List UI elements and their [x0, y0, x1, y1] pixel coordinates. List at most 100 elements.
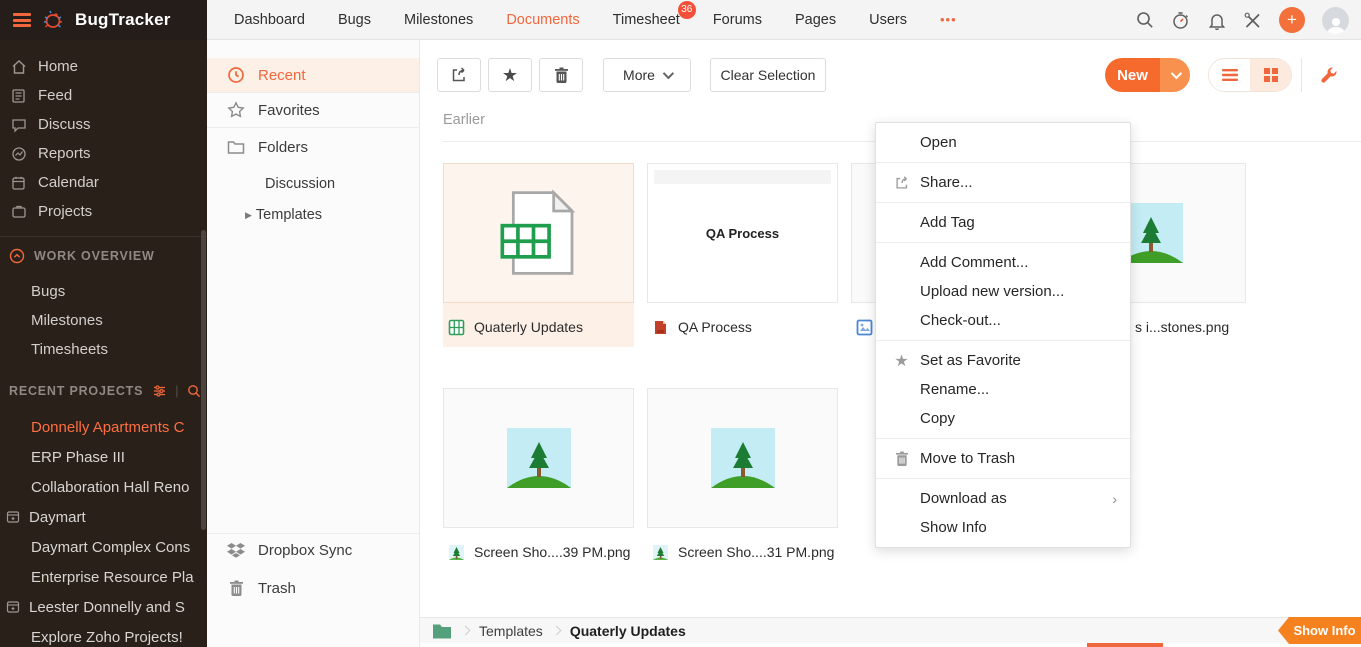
more-dropdown-button[interactable]: More — [603, 58, 691, 92]
tab-milestones[interactable]: Milestones — [404, 11, 474, 28]
show-info-label: Show Info — [1293, 623, 1356, 638]
file-name: Quaterly Updates — [474, 319, 583, 335]
menu-item-check-out[interactable]: Check-out... — [876, 306, 1130, 335]
star-icon: ★ — [501, 64, 519, 85]
project-item-donnelly-apartments[interactable]: Donnelly Apartments C — [0, 412, 207, 442]
more-label: More — [623, 67, 655, 83]
menu-item-download-as[interactable]: Download as › — [876, 484, 1130, 513]
folder-label: Discussion — [265, 176, 336, 192]
file-card-qa-process[interactable]: QA Process QA Process — [647, 163, 838, 339]
sidebar-item-projects[interactable]: Projects — [0, 197, 207, 226]
list-view-button[interactable] — [1209, 59, 1250, 91]
add-new-button[interactable]: + — [1279, 7, 1305, 33]
project-item-daymart[interactable]: Daymart — [0, 502, 207, 532]
file-name: QA Process — [678, 319, 752, 335]
tab-timesheet[interactable]: Timesheet 36 — [613, 0, 696, 28]
docs-nav-trash[interactable]: Trash — [207, 571, 419, 605]
file-caption: s i...stones.png — [1055, 315, 1246, 339]
docs-nav-label: Trash — [258, 579, 296, 597]
share-button[interactable] — [437, 58, 481, 92]
tools-icon[interactable] — [1243, 11, 1262, 30]
docs-nav-folders[interactable]: Folders — [207, 130, 419, 164]
timer-icon[interactable] — [1171, 11, 1190, 30]
notifications-bell-icon[interactable] — [1207, 11, 1226, 30]
folder-item-discussion[interactable]: Discussion — [207, 167, 419, 201]
menu-item-set-as-favorite[interactable]: ★ Set as Favorite — [876, 346, 1130, 375]
menu-item-add-comment[interactable]: Add Comment... — [876, 248, 1130, 277]
project-item-collaboration-hall[interactable]: Collaboration Hall Reno — [0, 472, 207, 502]
menu-item-upload-new-version[interactable]: Upload new version... — [876, 277, 1130, 306]
project-search-icon[interactable] — [187, 384, 201, 398]
menu-label: Open — [920, 134, 957, 151]
spreadsheet-icon — [448, 319, 465, 335]
sidebar-scrollbar[interactable] — [201, 230, 206, 530]
menu-item-rename[interactable]: Rename... — [876, 375, 1130, 404]
section-header: Earlier — [443, 112, 485, 128]
tab-documents[interactable]: Documents — [506, 11, 580, 28]
main-sidebar: Home Feed Discuss Reports Calendar Proje… — [0, 40, 207, 647]
sidebar-item-discuss[interactable]: Discuss — [0, 110, 207, 139]
timesheet-badge: 36 — [677, 0, 696, 19]
tab-pages[interactable]: Pages — [794, 11, 837, 28]
project-item-explore-zoho[interactable]: Explore Zoho Projects! — [0, 622, 207, 647]
search-icon[interactable] — [1135, 11, 1154, 30]
delete-button[interactable] — [539, 58, 583, 92]
project-item-daymart-complex[interactable]: Daymart Complex Cons — [0, 532, 207, 562]
tab-more-ellipsis[interactable]: ••• — [939, 12, 957, 27]
trash-icon — [554, 67, 568, 83]
project-item-leester-donnelly[interactable]: Leester Donnelly and S — [0, 592, 207, 622]
menu-item-show-info[interactable]: Show Info — [876, 513, 1130, 542]
project-type-icon — [5, 509, 21, 526]
sidebar-item-home[interactable]: Home — [0, 52, 207, 81]
tab-dashboard[interactable]: Dashboard — [234, 11, 305, 28]
file-caption: QA Process — [647, 315, 838, 339]
tab-bugs[interactable]: Bugs — [337, 11, 371, 28]
user-avatar[interactable] — [1322, 6, 1349, 34]
document-icon — [655, 320, 666, 334]
new-dropdown-arrow[interactable] — [1160, 58, 1190, 92]
show-info-ribbon-button[interactable]: Show Info — [1278, 617, 1361, 644]
project-label: Explore Zoho Projects! — [31, 628, 183, 646]
menu-label: Copy — [920, 410, 956, 427]
docs-nav-label: Dropbox Sync — [258, 541, 353, 559]
menu-item-share[interactable]: Share... — [876, 168, 1130, 197]
docs-nav-favorites[interactable]: Favorites — [207, 93, 419, 127]
file-context-menu: Open Share... Add Tag Add Comment... Upl… — [875, 122, 1131, 548]
work-item-timesheets[interactable]: Timesheets — [0, 335, 207, 364]
clear-selection-button[interactable]: Clear Selection — [710, 58, 826, 92]
folder-item-templates[interactable]: ▶ Templates — [207, 198, 419, 232]
menu-item-open[interactable]: Open — [876, 128, 1130, 157]
sidebar-item-calendar[interactable]: Calendar — [0, 168, 207, 197]
file-card-screenshot-31pm[interactable]: Screen Sho....31 PM.png — [647, 388, 838, 564]
tab-forums[interactable]: Forums — [712, 11, 762, 28]
menu-item-move-to-trash[interactable]: Move to Trash — [876, 444, 1130, 473]
breadcrumb-folder[interactable]: Templates — [479, 622, 543, 639]
hamburger-menu-icon[interactable] — [13, 13, 31, 27]
collapse-circle-icon — [9, 248, 25, 264]
work-overview-header[interactable]: WORK OVERVIEW — [0, 243, 207, 269]
filter-icon[interactable] — [152, 384, 167, 398]
project-item-erp-phase-iii[interactable]: ERP Phase III — [0, 442, 207, 472]
menu-item-copy[interactable]: Copy — [876, 404, 1130, 433]
work-item-milestones[interactable]: Milestones — [0, 306, 207, 335]
docs-nav-dropbox-sync[interactable]: Dropbox Sync — [207, 533, 419, 567]
settings-wrench-icon[interactable] — [1319, 65, 1339, 85]
trash-icon — [227, 579, 245, 597]
reports-icon — [10, 145, 27, 162]
grid-view-button[interactable] — [1250, 59, 1291, 91]
sidebar-item-reports[interactable]: Reports — [0, 139, 207, 168]
sidebar-item-feed[interactable]: Feed — [0, 81, 207, 110]
app-title: BugTracker — [75, 10, 171, 29]
project-label: Daymart — [29, 508, 86, 526]
menu-item-add-tag[interactable]: Add Tag — [876, 208, 1130, 237]
favorite-button[interactable]: ★ — [488, 58, 532, 92]
project-item-enterprise-resource[interactable]: Enterprise Resource Pla — [0, 562, 207, 592]
tab-users[interactable]: Users — [869, 11, 907, 28]
docs-nav-recent[interactable]: Recent — [207, 58, 419, 92]
work-item-bugs[interactable]: Bugs — [0, 277, 207, 306]
file-card-screenshot-39pm[interactable]: Screen Sho....39 PM.png — [443, 388, 634, 564]
bottom-panel-edge — [420, 643, 1361, 647]
file-card-quaterly-updates[interactable]: Quaterly Updates — [443, 163, 634, 347]
new-button[interactable]: New — [1105, 58, 1190, 92]
